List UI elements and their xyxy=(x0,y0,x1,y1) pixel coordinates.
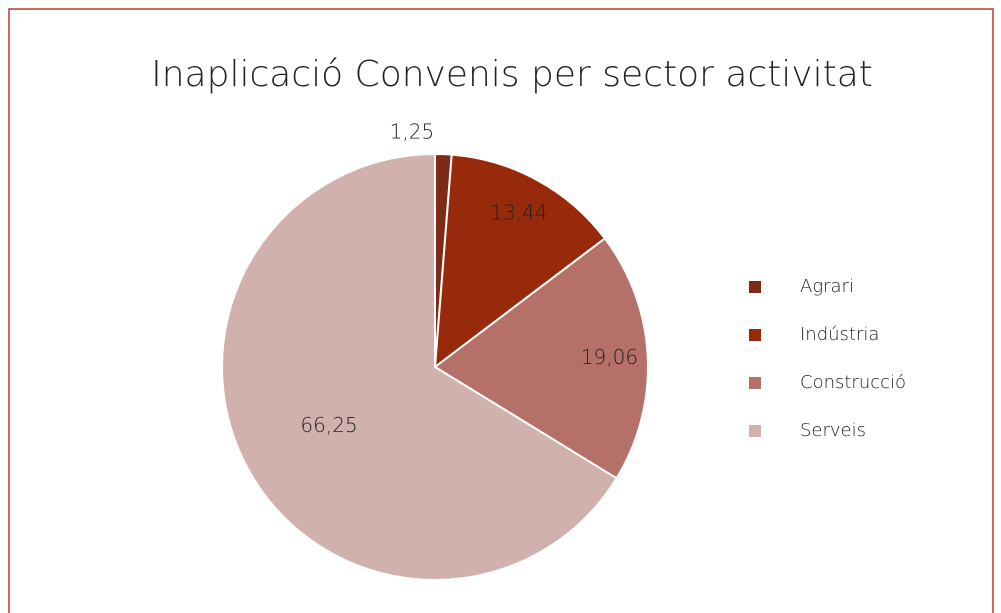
pie-slice xyxy=(221,152,618,581)
chart-title: Inaplicació Convenis per sector activita… xyxy=(151,54,873,95)
legend-label: Agrari xyxy=(800,276,854,297)
data-label: 66,25 xyxy=(300,413,357,437)
pie-slice xyxy=(433,237,649,480)
legend-swatch xyxy=(749,329,761,341)
legend-swatch xyxy=(749,425,761,437)
data-label: 13,44 xyxy=(490,200,547,224)
data-label: 19,06 xyxy=(581,345,638,369)
data-label: 1,25 xyxy=(390,119,435,143)
legend-label: Construcció xyxy=(800,372,906,393)
pie-slice xyxy=(433,153,607,370)
legend-label: Serveis xyxy=(800,420,866,441)
legend-label: Indústria xyxy=(800,324,879,345)
legend-swatch xyxy=(749,281,761,293)
legend-swatch xyxy=(749,377,761,389)
